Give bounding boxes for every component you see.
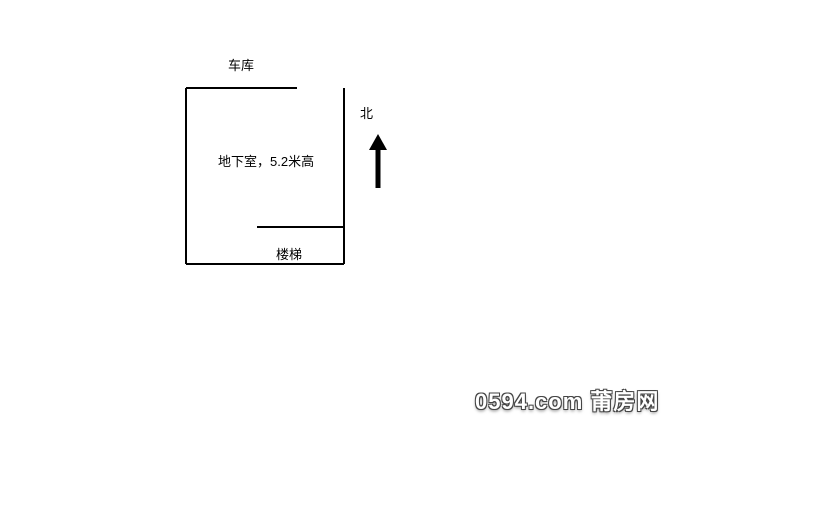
north-label: 北: [360, 103, 373, 122]
basement-label: 地下室，5.2米高: [218, 151, 314, 170]
garage-label: 车库: [228, 55, 254, 74]
north-arrow: [369, 134, 387, 188]
watermark-text: 0594.com 莆房网: [475, 384, 659, 416]
stairs-label: 楼梯: [276, 244, 302, 263]
arrow-head: [369, 134, 387, 150]
room-outline: [186, 88, 344, 264]
floorplan-canvas: [0, 0, 814, 519]
